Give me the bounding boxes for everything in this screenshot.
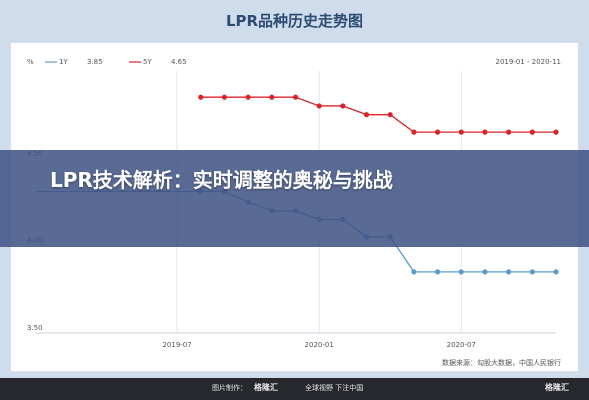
legend-label-5y: 5Y	[143, 58, 152, 66]
footer-brand: 格隆汇	[254, 383, 278, 392]
data-point-1y	[458, 269, 464, 275]
date-range-label: 2019-01 - 2020-11	[496, 58, 561, 66]
legend-value-5y: 4.65	[171, 58, 187, 66]
data-point-5y	[411, 129, 417, 135]
data-point-5y	[340, 103, 346, 109]
footer-brand-right: 格隆汇	[545, 383, 569, 392]
data-point-5y	[245, 94, 251, 100]
footer-slogan: 全球视野 下注中国	[305, 384, 364, 392]
data-point-1y	[553, 269, 559, 275]
page-title: LPR品种历史走势图	[225, 12, 364, 30]
data-point-5y	[269, 94, 275, 100]
data-point-5y	[316, 103, 322, 109]
data-point-5y	[198, 94, 204, 100]
legend-value-1y: 3.85	[87, 58, 103, 66]
footer-maker-label: 图片制作：	[212, 384, 247, 392]
data-point-1y	[506, 269, 512, 275]
x-tick-label: 2019-07	[162, 341, 191, 349]
data-point-5y	[506, 129, 512, 135]
footer-bar: 图片制作： 格隆汇 全球视野 下注中国 格隆汇	[0, 378, 589, 400]
series-line-5y	[200, 96, 556, 133]
source-note: 数据来源：勾股大数据，中国人民银行	[442, 358, 561, 367]
overlay-title: LPR技术解析：实时调整的奥秘与挑战	[50, 168, 393, 192]
data-point-1y	[529, 269, 535, 275]
data-point-5y	[458, 129, 464, 135]
data-point-5y	[221, 94, 228, 100]
data-point-5y	[434, 129, 441, 135]
data-point-1y	[482, 269, 488, 275]
unit-label: %	[27, 58, 34, 66]
data-point-1y	[411, 269, 417, 275]
y-tick-label: 3.50	[27, 324, 43, 332]
data-point-1y	[434, 269, 441, 275]
overlay-banner	[0, 150, 589, 247]
data-point-5y	[363, 112, 370, 118]
data-point-5y	[529, 129, 535, 135]
x-tick-label: 2020-07	[447, 341, 476, 349]
data-point-5y	[482, 129, 488, 135]
x-tick-label: 2020-01	[305, 341, 334, 349]
data-point-5y	[387, 112, 393, 118]
data-point-5y	[292, 94, 299, 100]
data-point-5y	[553, 129, 559, 135]
legend-label-1y: 1Y	[59, 58, 68, 66]
